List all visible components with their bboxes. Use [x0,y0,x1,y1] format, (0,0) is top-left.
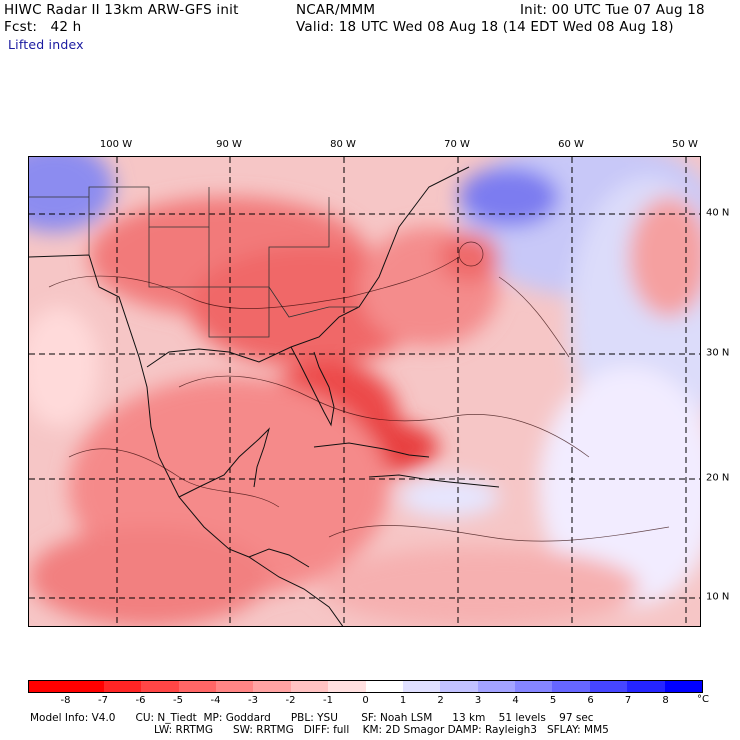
lon-label-90w: 90 W [216,139,242,150]
color-swatch [477,681,516,692]
model-title: HIWC Radar II 13km ARW-GFS init [4,2,239,18]
color-scale-tick-label: 5 [549,695,557,706]
color-swatch [664,681,703,692]
color-swatch [515,681,553,692]
color-swatch [66,681,104,692]
color-scale-tick-label: 2 [437,695,444,706]
lon-label-60w: 60 W [558,139,584,150]
color-scale-tick-label: 7 [624,695,632,706]
color-scale-tick-label: 3 [474,695,482,706]
color-swatch [365,681,403,692]
color-scale-tick-label: -4 [210,695,221,706]
color-scale-unit: °C [697,694,709,705]
color-swatch [290,681,329,692]
model-info-line-1: Model Info: V4.0 CU: N_Tiedt MP: Goddard… [30,712,594,724]
color-scale-tick-label: 4 [512,695,519,706]
color-swatch [627,681,665,692]
color-scale-tick-label: 1 [399,695,407,706]
lon-label-80w: 80 W [330,139,356,150]
color-swatch [328,681,366,692]
model-info-line-2: LW: RRTMG SW: RRTMG DIFF: full KM: 2D Sm… [154,724,609,736]
lon-label-50w: 50 W [672,139,698,150]
color-scale-tick-label: 8 [662,695,669,706]
lon-label-70w: 70 W [444,139,470,150]
color-scale-tick-label: -7 [98,695,108,706]
field-name: Lifted index [8,37,84,52]
color-swatch [178,681,216,692]
state-borders [29,186,359,338]
color-swatch [141,681,179,692]
color-swatch [552,681,590,692]
color-scale-tick-label: -6 [135,695,146,706]
contours [48,241,670,542]
source-label: NCAR/MMM [296,2,376,18]
color-scale-tick-label: -1 [323,695,333,706]
color-scale-tick-label: -3 [248,695,258,706]
color-scale-tick-label: 0 [362,695,369,706]
lat-label-30n: 30 N [706,347,730,359]
lon-label-100w: 100 W [99,139,133,150]
color-swatch [29,681,67,692]
color-swatch [589,681,628,692]
color-swatch [440,681,478,692]
lat-label-10n: 10 N [706,591,730,603]
valid-time: Valid: 18 UTC Wed 08 Aug 18 (14 EDT Wed … [296,19,674,35]
color-scale-tick-label: 6 [587,695,594,706]
color-scale-bar [28,680,703,693]
forecast-hour: Fcst: 42 h [4,19,82,35]
lat-label-40n: 40 N [706,207,730,219]
color-swatch [215,681,254,692]
color-scale-tick-label: -8 [60,695,71,706]
graticule [29,157,700,626]
init-time: Init: 00 UTC Tue 07 Aug 18 [520,2,705,18]
coastlines [29,166,500,626]
lat-label-20n: 20 N [706,472,730,484]
color-scale-tick-label: -5 [173,695,183,706]
color-scale-tick-label: -2 [285,695,296,706]
color-swatch [253,681,291,692]
map-canvas [29,157,700,626]
color-swatch [103,681,142,692]
color-swatch [402,681,441,692]
lifted-index-map [28,156,701,627]
